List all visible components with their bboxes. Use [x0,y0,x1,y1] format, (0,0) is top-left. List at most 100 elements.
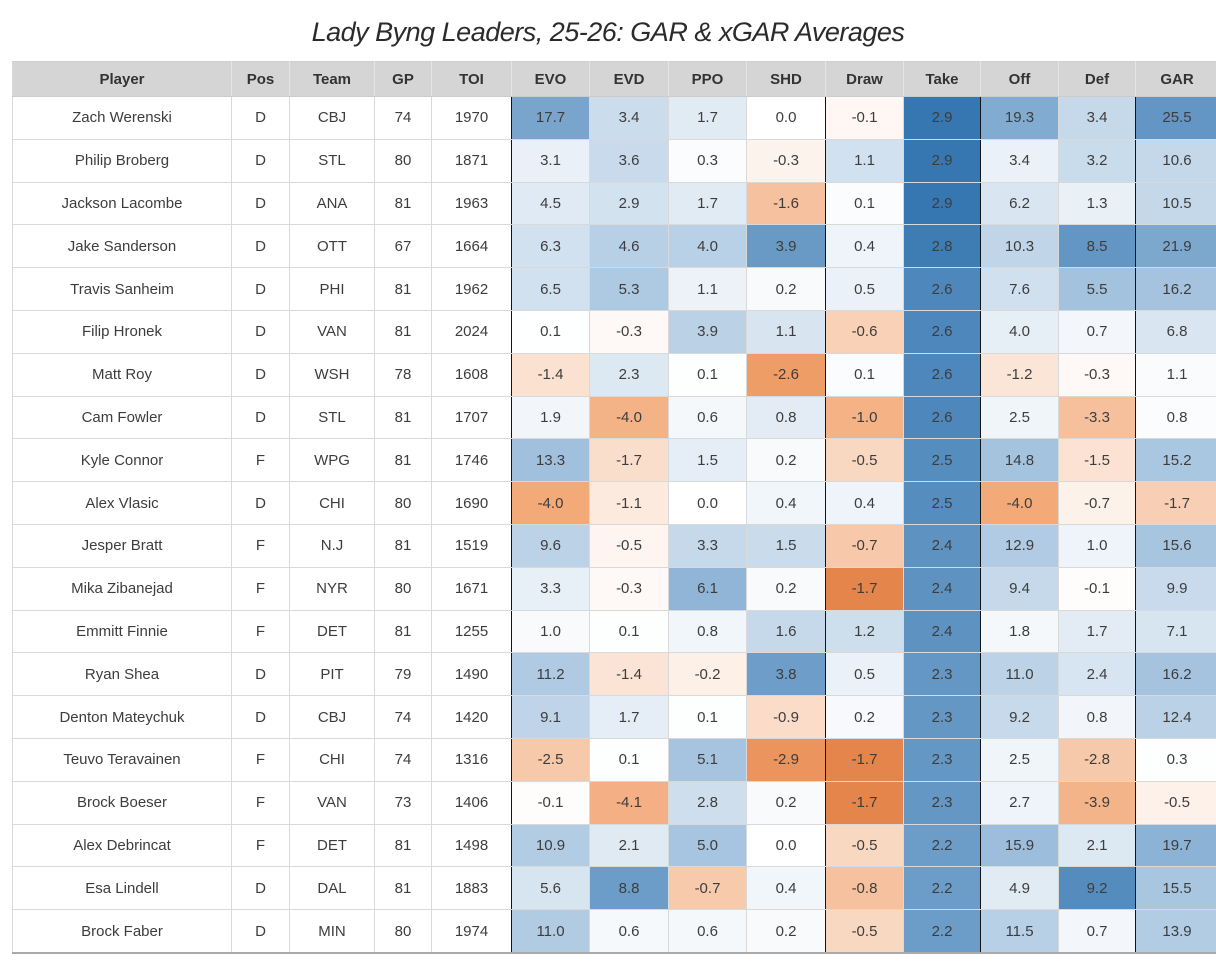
player-name-cell: Jackson Lacombe [12,182,232,226]
stat-cell-def: 1.0 [1058,524,1136,568]
stat-cell-evd: 3.6 [589,139,669,183]
stat-cell-evd: 1.7 [589,695,669,739]
player-name-cell: Teuvo Teravainen [12,738,232,782]
cell-gp: 81 [374,310,432,354]
stat-cell-ppo: 0.0 [668,481,747,525]
stat-cell-off: 12.9 [980,524,1059,568]
table-row: Jackson Lacombe D ANA 81 1963 4.5 2.9 1.7 -1.6 0.… [12,182,1216,226]
stat-cell-draw: -1.0 [825,396,904,440]
stat-cell-shd: -0.9 [746,695,826,739]
stat-cell-take: 2.2 [903,909,981,954]
stat-cell-shd: 0.2 [746,267,826,311]
stat-cell-def: 0.7 [1058,310,1136,354]
column-header-off: Off [980,61,1059,97]
stat-cell-shd: -0.3 [746,139,826,183]
header-row: Player Pos Team GP TOI EVO EVD PPO SHD Draw Take Of… [12,61,1216,97]
stat-cell-evd: 0.1 [589,738,669,782]
cell-pos: F [231,738,290,782]
cell-toi: 1970 [431,96,512,140]
stat-cell-gar: 0.8 [1135,396,1216,440]
stat-cell-evd: -4.1 [589,781,669,825]
stat-cell-off: 2.5 [980,396,1059,440]
cell-pos: D [231,353,290,397]
stat-cell-shd: 0.2 [746,781,826,825]
cell-pos: D [231,909,290,954]
stat-cell-evo: -4.0 [511,481,590,525]
stat-cell-evd: 2.3 [589,353,669,397]
player-name-cell: Philip Broberg [12,139,232,183]
column-header-evd: EVD [589,61,669,97]
stat-cell-draw: -1.7 [825,738,904,782]
stat-cell-evd: -4.0 [589,396,669,440]
table-row: Brock Faber D MIN 80 1974 11.0 0.6 0.6 0.2 -0.5 2.… [12,909,1216,954]
stat-cell-def: 0.8 [1058,695,1136,739]
stat-cell-def: 5.5 [1058,267,1136,311]
cell-toi: 1707 [431,396,512,440]
stat-cell-ppo: 2.8 [668,781,747,825]
cell-gp: 80 [374,481,432,525]
player-name-cell: Esa Lindell [12,866,232,911]
cell-gp: 80 [374,909,432,954]
cell-pos: D [231,481,290,525]
stat-cell-shd: 1.6 [746,610,826,654]
stat-cell-def: 9.2 [1058,866,1136,911]
stat-cell-def: 1.7 [1058,610,1136,654]
stat-cell-off: 2.5 [980,738,1059,782]
stat-cell-shd: 1.5 [746,524,826,568]
player-name-cell: Alex Debrincat [12,824,232,868]
stat-cell-take: 2.5 [903,481,981,525]
cell-toi: 1962 [431,267,512,311]
cell-pos: D [231,139,290,183]
stat-cell-evd: 2.9 [589,182,669,226]
stat-cell-evd: 5.3 [589,267,669,311]
stat-cell-take: 2.3 [903,695,981,739]
stat-cell-take: 2.3 [903,652,981,697]
stat-cell-shd: -2.9 [746,738,826,782]
table-row: Kyle Connor F WPG 81 1746 13.3 -1.7 1.5 0.2 -0.5 2… [12,438,1216,483]
stat-cell-evo: 10.9 [511,824,590,868]
cell-gp: 73 [374,781,432,825]
stat-cell-gar: 7.1 [1135,610,1216,654]
stat-cell-shd: 0.2 [746,909,826,954]
stat-cell-gar: 1.1 [1135,353,1216,397]
stat-cell-gar: 15.5 [1135,866,1216,911]
cell-pos: F [231,781,290,825]
stat-cell-off: 10.3 [980,224,1059,269]
stat-cell-def: 1.3 [1058,182,1136,226]
cell-pos: D [231,267,290,311]
stat-cell-take: 2.5 [903,438,981,483]
stat-cell-off: 2.7 [980,781,1059,825]
stat-cell-gar: 16.2 [1135,652,1216,697]
stat-cell-evo: 4.5 [511,182,590,226]
cell-toi: 1974 [431,909,512,954]
stat-cell-take: 2.9 [903,139,981,183]
cell-toi: 1963 [431,182,512,226]
stat-cell-shd: 0.2 [746,438,826,483]
stat-cell-take: 2.4 [903,610,981,654]
player-name-cell: Kyle Connor [12,438,232,483]
stat-cell-shd: 0.4 [746,866,826,911]
cell-pos: F [231,524,290,568]
stat-cell-gar: -0.5 [1135,781,1216,825]
cell-gp: 67 [374,224,432,269]
stat-cell-gar: 21.9 [1135,224,1216,269]
stat-cell-shd: 0.0 [746,824,826,868]
column-header-gp: GP [374,61,432,97]
cell-team: CHI [289,481,375,525]
stat-cell-evo: 9.6 [511,524,590,568]
stat-cell-evo: 1.0 [511,610,590,654]
stat-cell-gar: 9.9 [1135,567,1216,611]
table-row: Jesper Bratt F N.J 81 1519 9.6 -0.5 3.3 1.5 -0.7 2… [12,524,1216,568]
stat-cell-evd: 2.1 [589,824,669,868]
cell-team: CHI [289,738,375,782]
stat-cell-def: 3.4 [1058,96,1136,140]
table-header: Player Pos Team GP TOI EVO EVD PPO SHD Draw Take Of… [12,61,1216,97]
cell-gp: 81 [374,396,432,440]
stat-cell-draw: 0.4 [825,481,904,525]
table-row: Teuvo Teravainen F CHI 74 1316 -2.5 0.1 5.1 -2.9… [12,738,1216,782]
cell-toi: 1406 [431,781,512,825]
stat-cell-take: 2.2 [903,866,981,911]
stat-cell-draw: -0.1 [825,96,904,140]
stat-cell-ppo: 1.5 [668,438,747,483]
stat-cell-draw: -0.6 [825,310,904,354]
